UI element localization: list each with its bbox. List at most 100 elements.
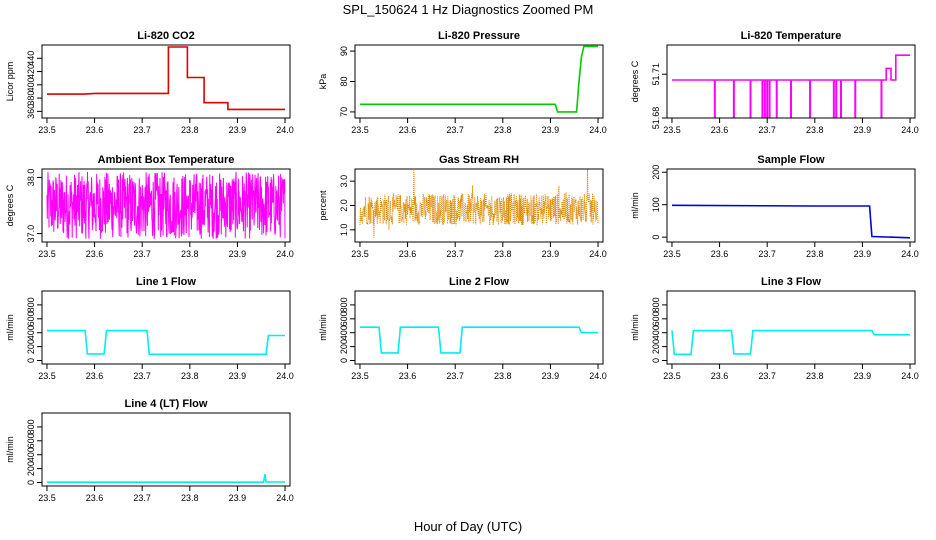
- x-tick-label: 23.8: [494, 371, 512, 381]
- x-tick-label: 23.6: [711, 125, 729, 135]
- x-tick-label: 23.6: [86, 249, 104, 259]
- x-tick-label: 23.8: [494, 125, 512, 135]
- x-tick-label: 23.5: [663, 249, 681, 259]
- plot-frame: [354, 290, 604, 365]
- y-tick-label: 3.0: [339, 175, 349, 188]
- series-line: [671, 204, 911, 239]
- y-tick-label: 600: [339, 311, 349, 326]
- series: [359, 169, 599, 238]
- y-tick-label: 0: [339, 358, 349, 363]
- panel-2: Li-820 Temperature 23.5 23.6 23.7 23.8 23.9 24…: [630, 30, 919, 135]
- x-tick-label: 23.9: [229, 371, 247, 381]
- series: [671, 329, 910, 356]
- y-tick-label: 200: [651, 339, 661, 354]
- x-tick-label: 23.6: [86, 493, 104, 503]
- series-line: [47, 329, 285, 356]
- x-tick-label: 23.8: [806, 371, 824, 381]
- x-tick-label: 24.0: [276, 125, 294, 135]
- x-tick-label: 23.5: [351, 371, 369, 381]
- y-tick-label: 800: [26, 419, 36, 434]
- series: [360, 45, 598, 113]
- x-tick-label: 23.7: [133, 249, 151, 259]
- series: [360, 326, 598, 354]
- y-axis-label: ml/min: [630, 192, 640, 219]
- y-tick-label: 37.0: [26, 225, 36, 243]
- y-tick-label: 360: [26, 104, 36, 119]
- y-tick-label: 0: [26, 358, 36, 363]
- plot-frame: [41, 168, 291, 243]
- x-tick-label: 23.6: [86, 371, 104, 381]
- x-tick-label: 23.6: [86, 125, 104, 135]
- x-tick-label: 24.0: [589, 249, 607, 259]
- x-tick-label: 23.6: [711, 249, 729, 259]
- x-tick-label: 24.0: [589, 125, 607, 135]
- panel-title: Line 2 Flow: [449, 276, 509, 288]
- panels: Li-820 CO2 23.5 23.6 23.7 23.8 23.9 24.0 360380…: [5, 30, 919, 503]
- y-tick-label: 70: [339, 107, 349, 117]
- y-tick-label: 200: [339, 339, 349, 354]
- y-tick-label: 420: [26, 64, 36, 79]
- x-tick-label: 24.0: [901, 371, 919, 381]
- panel-7: Line 2 Flow 23.5 23.6 23.7 23.8 23.9 24.0 0 2004…: [318, 276, 607, 381]
- y-tick-label: 2.0: [339, 199, 349, 212]
- series: [47, 474, 285, 484]
- y-tick-label: 200: [651, 165, 661, 180]
- x-tick-label: 23.5: [38, 371, 56, 381]
- x-tick-label: 24.0: [276, 249, 294, 259]
- x-tick-label: 23.5: [351, 125, 369, 135]
- series-line: [671, 329, 910, 356]
- y-tick-label: 200: [26, 461, 36, 476]
- x-tick-label: 23.6: [399, 249, 417, 259]
- x-tick-label: 23.9: [854, 249, 872, 259]
- x-tick-label: 23.7: [133, 493, 151, 503]
- y-tick-label: 380: [26, 91, 36, 106]
- x-tick-label: 23.5: [663, 125, 681, 135]
- panel-3: Ambient Box Temperature 23.5 23.6 23.7 23.8 2…: [5, 154, 294, 259]
- x-tick-label: 23.5: [663, 371, 681, 381]
- y-tick-label: 51.68: [651, 107, 661, 130]
- y-tick-label: 440: [26, 51, 36, 66]
- panel-title: Li-820 CO2: [137, 30, 194, 42]
- series: [47, 46, 285, 111]
- figure-xlabel: Hour of Day (UTC): [414, 519, 522, 534]
- y-tick-label: 600: [26, 311, 36, 326]
- panel-1: Li-820 Pressure 23.5 23.6 23.7 23.8 23.9 24.0 7…: [318, 30, 607, 135]
- x-tick-label: 24.0: [276, 493, 294, 503]
- x-tick-label: 23.7: [446, 371, 464, 381]
- panel-title: Line 3 Flow: [761, 276, 821, 288]
- plot-frame: [666, 168, 916, 243]
- x-tick-label: 23.6: [399, 125, 417, 135]
- x-tick-label: 23.9: [542, 249, 560, 259]
- panel-title: Li-820 Pressure: [438, 30, 520, 42]
- x-tick-label: 23.8: [806, 125, 824, 135]
- y-tick-label: 400: [26, 325, 36, 340]
- x-tick-label: 23.6: [399, 371, 417, 381]
- x-tick-label: 23.7: [758, 125, 776, 135]
- series-line: [47, 474, 285, 484]
- series-line: [360, 45, 598, 113]
- x-tick-label: 23.6: [711, 371, 729, 381]
- x-tick-label: 23.7: [758, 249, 776, 259]
- x-tick-label: 23.8: [181, 493, 199, 503]
- x-tick-label: 23.9: [229, 125, 247, 135]
- y-tick-label: 600: [26, 433, 36, 448]
- x-tick-label: 23.9: [542, 371, 560, 381]
- x-tick-label: 23.7: [133, 371, 151, 381]
- series: [46, 171, 286, 239]
- series: [672, 54, 910, 118]
- x-tick-label: 23.8: [494, 249, 512, 259]
- series-line: [46, 171, 286, 239]
- figure-title: SPL_150624 1 Hz Diagnostics Zoomed PM: [343, 2, 594, 17]
- y-axis-label: degrees C: [5, 184, 15, 226]
- y-tick-label: 0: [651, 358, 661, 363]
- plot-frame: [666, 44, 916, 119]
- series: [47, 329, 285, 356]
- panel-8: Line 3 Flow 23.5 23.6 23.7 23.8 23.9 24.0 0 2004…: [630, 276, 919, 381]
- panel-5: Sample Flow 23.5 23.6 23.7 23.8 23.9 24.0 0 100 2…: [630, 154, 919, 259]
- x-tick-label: 23.8: [181, 249, 199, 259]
- panel-title: Ambient Box Temperature: [98, 154, 235, 166]
- y-axis-label: Licor ppm: [5, 62, 15, 102]
- x-tick-label: 23.9: [229, 249, 247, 259]
- x-tick-label: 24.0: [901, 125, 919, 135]
- y-axis-label: ml/min: [630, 314, 640, 341]
